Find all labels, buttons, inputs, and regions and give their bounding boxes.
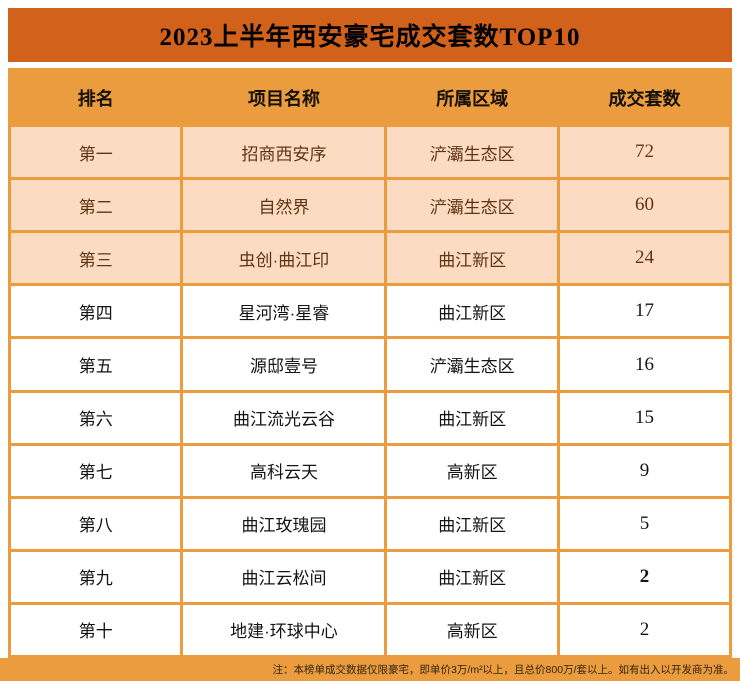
title-bar: 2023上半年西安豪宅成交套数TOP10 (8, 8, 732, 62)
cell-rank: 第七 (78, 463, 113, 483)
cell-rank: 第六 (78, 410, 113, 430)
cell-district: 浐灞生态区 (384, 127, 556, 178)
cell-project: 地建·环球中心 (180, 604, 384, 656)
ranking-table: 排名 项目名称 所属区域 成交套数 第一 招商西安序 浐灞生态区 72 第二 自然界 浐灞生… (8, 68, 732, 658)
cell-district: 曲江新区 (384, 498, 556, 549)
table-row: 第九 曲江云松间 曲江新区 2 (11, 548, 729, 602)
cell-count: 15 (556, 392, 729, 443)
cell-project: 自然界 (180, 180, 384, 231)
footnote-bar: 注：本榜单成交数据仅限豪宅，即单价3万/m²以上，且总价800万/套以上。如有出… (0, 658, 740, 681)
cell-project: 曲江玫瑰园 (180, 498, 384, 549)
cell-rank: 第一 (78, 144, 113, 164)
cell-project: 源邸壹号 (180, 339, 384, 390)
table-row: 第八 曲江玫瑰园 曲江新区 5 (11, 495, 729, 549)
table-row: 第十 地建·环球中心 高新区 2 (11, 601, 729, 656)
cell-project: 曲江流光云谷 (180, 392, 384, 443)
cell-district: 曲江新区 (384, 286, 556, 337)
page-title: 2023上半年西安豪宅成交套数TOP10 (159, 24, 581, 51)
cell-rank: 第四 (78, 303, 113, 323)
table-row: 第七 高科云天 高新区 9 (11, 442, 729, 496)
table-body: 第一 招商西安序 浐灞生态区 72 第二 自然界 浐灞生态区 60 第三 虫创·曲江印 曲江新区 24… (11, 124, 729, 656)
cell-project: 高科云天 (180, 445, 384, 496)
cell-district: 浐灞生态区 (384, 180, 556, 231)
cell-count: 2 (556, 604, 729, 656)
table-row: 第五 源邸壹号 浐灞生态区 16 (11, 336, 729, 390)
cell-rank: 第二 (78, 197, 113, 217)
cell-rank: 第九 (78, 569, 113, 589)
column-header-project: 项目名称 (180, 71, 384, 125)
cell-project: 虫创·曲江印 (180, 233, 384, 284)
cell-project: 星河湾·星睿 (180, 286, 384, 337)
table-header-row: 排名 项目名称 所属区域 成交套数 (11, 71, 729, 125)
cell-count: 5 (556, 498, 729, 549)
cell-project: 曲江云松间 (180, 551, 384, 602)
table-row: 第四 星河湾·星睿 曲江新区 17 (11, 283, 729, 337)
cell-district: 浐灞生态区 (384, 339, 556, 390)
cell-rank: 第三 (78, 250, 113, 270)
table-row: 第一 招商西安序 浐灞生态区 72 (11, 124, 729, 178)
table-row: 第六 曲江流光云谷 曲江新区 15 (11, 389, 729, 443)
cell-district: 曲江新区 (384, 551, 556, 602)
footnote-text: 注：本榜单成交数据仅限豪宅，即单价3万/m²以上，且总价800万/套以上。如有出… (272, 664, 734, 676)
cell-rank: 第五 (78, 357, 113, 377)
cell-district: 高新区 (384, 445, 556, 496)
cell-count: 9 (556, 445, 729, 496)
cell-count: 16 (556, 339, 729, 390)
cell-district: 曲江新区 (384, 392, 556, 443)
cell-rank: 第八 (78, 516, 113, 536)
cell-count: 17 (556, 286, 729, 337)
cell-count: 72 (556, 127, 729, 178)
table-row: 第三 虫创·曲江印 曲江新区 24 (11, 230, 729, 284)
cell-count: 24 (556, 233, 729, 284)
cell-district: 高新区 (384, 604, 556, 656)
column-header-count: 成交套数 (556, 71, 729, 125)
cell-rank: 第十 (78, 622, 113, 642)
column-header-rank: 排名 (77, 88, 114, 109)
cell-district: 曲江新区 (384, 233, 556, 284)
column-header-district: 所属区域 (384, 71, 556, 125)
table-row: 第二 自然界 浐灞生态区 60 (11, 177, 729, 231)
cell-project: 招商西安序 (180, 127, 384, 178)
cell-count: 2 (556, 551, 729, 602)
cell-count: 60 (556, 180, 729, 231)
